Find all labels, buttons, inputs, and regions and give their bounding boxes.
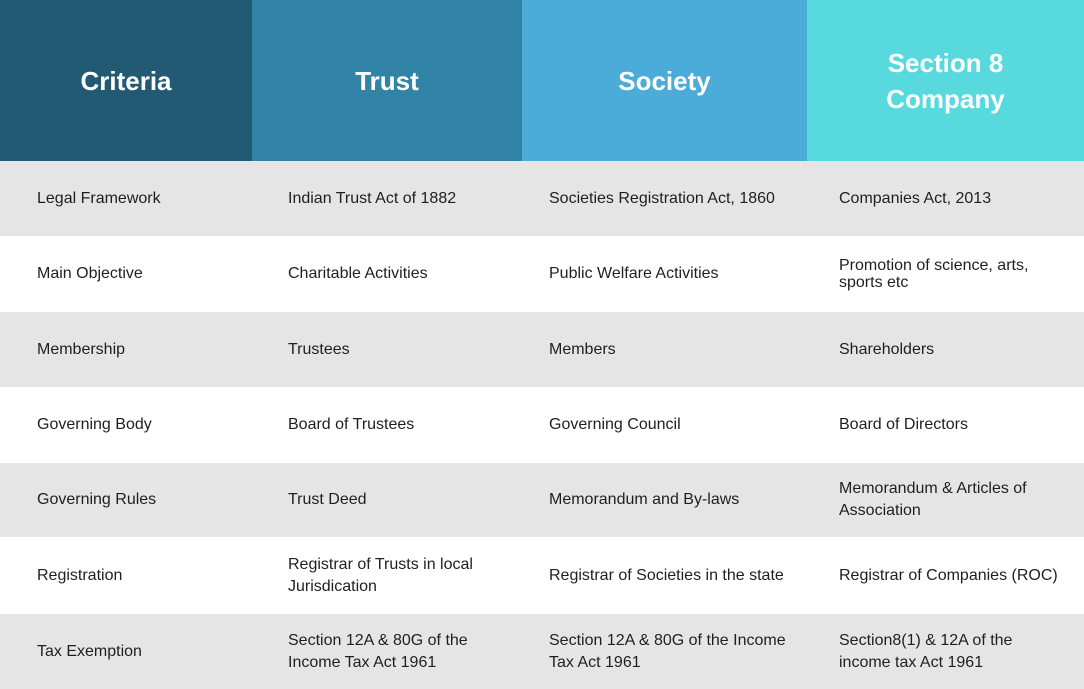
- trust-cell: Trustees: [288, 340, 350, 358]
- table-row: Governing Rules Trust Deed Memorandum an…: [0, 463, 1084, 537]
- society-cell: Registrar of Societies in the state: [549, 566, 784, 584]
- trust-cell: Registrar of Trusts in local Jurisdicati…: [288, 555, 473, 595]
- section8-cell: Section8(1) & 12A of the income tax Act …: [839, 631, 1013, 671]
- criteria-cell: Registration: [37, 566, 123, 584]
- header-section8-company: Section 8 Company: [807, 0, 1084, 161]
- trust-cell: Indian Trust Act of 1882: [288, 189, 457, 207]
- society-cell: Public Welfare Activities: [549, 265, 719, 282]
- table-row: Main Objective Charitable Activities Pub…: [0, 236, 1084, 312]
- header-society: Society: [522, 0, 807, 161]
- society-cell: Section 12A & 80G of the Income Tax Act …: [549, 631, 786, 671]
- society-cell: Governing Council: [549, 416, 681, 433]
- table-row: Registration Registrar of Trusts in loca…: [0, 537, 1084, 614]
- criteria-cell: Tax Exemption: [37, 642, 142, 660]
- trust-cell: Board of Trustees: [288, 416, 415, 433]
- section8-cell: Memorandum & Articles of Association: [839, 480, 1027, 519]
- trust-cell: Trust Deed: [288, 491, 367, 508]
- trust-cell: Charitable Activities: [288, 265, 428, 282]
- trust-cell: Section 12A & 80G of the Income Tax Act …: [288, 631, 468, 671]
- section8-cell: Shareholders: [839, 340, 935, 358]
- criteria-cell: Governing Rules: [37, 491, 157, 508]
- society-cell: Memorandum and By-laws: [549, 491, 740, 508]
- table-row: Governing Body Board of Trustees Governi…: [0, 387, 1084, 463]
- table-header: Criteria Trust Society Section 8 Company: [0, 0, 1084, 161]
- section8-cell: Companies Act, 2013: [839, 189, 992, 207]
- criteria-cell: Main Objective: [37, 265, 143, 282]
- section8-cell: Promotion of science, arts, sports etc: [839, 257, 1029, 291]
- criteria-cell: Governing Body: [37, 416, 152, 433]
- criteria-cell: Legal Framework: [37, 189, 161, 207]
- society-cell: Societies Registration Act, 1860: [549, 189, 775, 207]
- header-criteria: Criteria: [0, 0, 252, 161]
- table-row: Tax Exemption Section 12A & 80G of the I…: [0, 614, 1084, 689]
- section8-cell: Registrar of Companies (ROC): [839, 566, 1058, 584]
- society-cell: Members: [549, 340, 616, 358]
- criteria-cell: Membership: [37, 340, 126, 358]
- table-row: Membership Trustees Members Shareholders: [0, 312, 1084, 387]
- header-trust: Trust: [252, 0, 522, 161]
- table-row: Legal Framework Indian Trust Act of 1882…: [0, 161, 1084, 236]
- section8-cell: Board of Directors: [839, 416, 968, 433]
